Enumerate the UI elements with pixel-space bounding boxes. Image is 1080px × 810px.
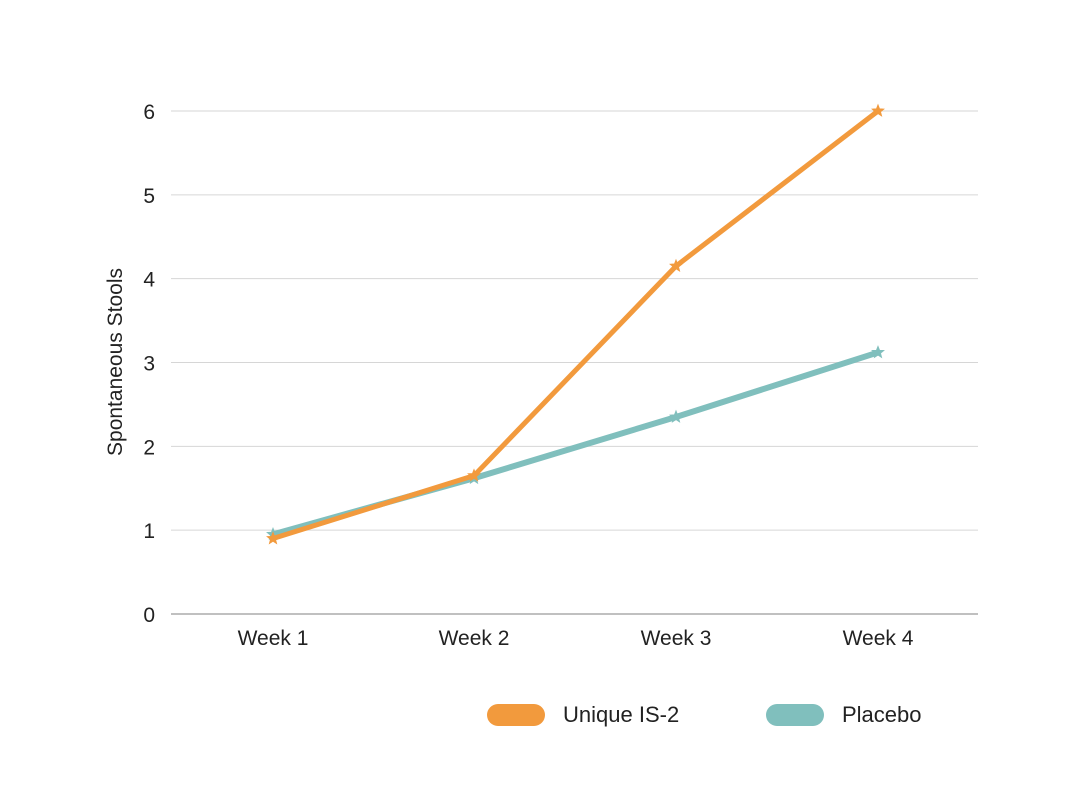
data-point-placebo	[871, 345, 885, 359]
legend-label-unique-is2: Unique IS-2	[563, 702, 680, 727]
legend-swatch-placebo	[766, 704, 824, 726]
series-layer	[266, 103, 885, 545]
series-unique-is-2	[266, 103, 885, 545]
gridlines	[171, 110, 978, 531]
data-point-unique-is-2	[669, 258, 683, 273]
y-axis-title: Spontaneous Stools	[104, 268, 127, 456]
y-tick-label: 3	[143, 353, 155, 376]
x-tick-label: Week 4	[843, 627, 914, 650]
x-tick-label: Week 1	[238, 627, 309, 650]
y-tick-label: 0	[143, 604, 155, 627]
x-axis-ticks: Week 1 Week 2 Week 3 Week 4	[238, 627, 914, 650]
y-tick-label: 6	[143, 101, 155, 124]
data-point-unique-is-2	[871, 103, 885, 117]
data-point-unique-is-2	[467, 468, 481, 482]
legend-label-placebo: Placebo	[842, 702, 922, 727]
x-tick-label: Week 3	[641, 627, 712, 650]
y-axis-ticks: 0 1 2 3 4 5 6	[143, 101, 155, 627]
y-tick-label: 2	[143, 436, 155, 459]
y-tick-label: 4	[143, 269, 155, 292]
legend-swatch-unique-is2	[487, 704, 545, 726]
legend-item-unique-is2: Unique IS-2	[487, 700, 679, 730]
x-tick-label: Week 2	[439, 627, 510, 650]
y-tick-label: 1	[143, 520, 155, 543]
y-tick-label: 5	[143, 185, 155, 208]
data-point-placebo	[669, 409, 683, 423]
legend-item-placebo: Placebo	[766, 700, 922, 730]
series-line-unique-is-2	[270, 108, 881, 542]
series-line-placebo	[270, 349, 881, 538]
data-point-unique-is-2	[266, 531, 280, 545]
